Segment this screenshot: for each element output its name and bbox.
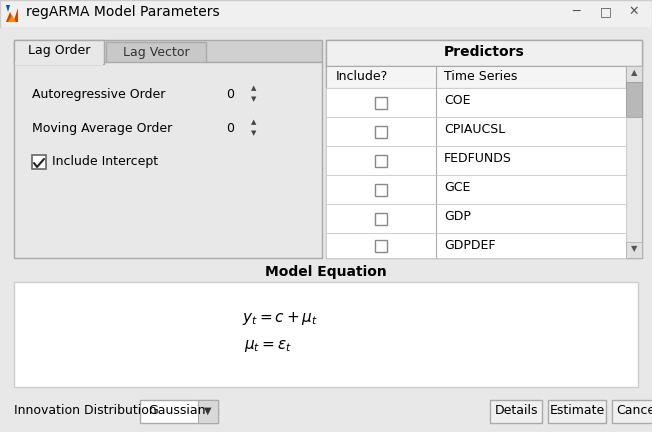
Bar <box>548 400 606 423</box>
Bar <box>326 88 626 117</box>
Text: ─: ─ <box>572 5 580 18</box>
Text: CPIAUCSL: CPIAUCSL <box>444 123 505 136</box>
Bar <box>326 40 642 258</box>
Text: Estimate: Estimate <box>550 404 604 417</box>
Text: Predictors: Predictors <box>443 45 524 59</box>
Bar <box>246 129 262 140</box>
Text: Cancel: Cancel <box>617 404 652 417</box>
Text: GDP: GDP <box>444 210 471 223</box>
Bar <box>626 82 642 117</box>
Bar <box>375 213 387 225</box>
Bar <box>32 155 46 169</box>
Bar <box>626 242 642 258</box>
Bar <box>490 400 542 423</box>
Bar <box>612 400 652 423</box>
Text: COE: COE <box>444 94 471 107</box>
Text: ▼: ▼ <box>251 130 257 136</box>
Text: Model Equation: Model Equation <box>265 265 387 279</box>
Text: Time Series: Time Series <box>444 70 518 83</box>
Text: ▼: ▼ <box>204 406 212 416</box>
Bar <box>326 146 626 175</box>
Bar <box>375 184 387 196</box>
Polygon shape <box>8 15 16 22</box>
Bar <box>246 84 262 95</box>
Text: GCE: GCE <box>444 181 470 194</box>
Bar <box>106 42 206 64</box>
Bar <box>326 40 642 66</box>
Text: □: □ <box>600 5 612 18</box>
Text: 0: 0 <box>226 88 234 101</box>
Text: Include Intercept: Include Intercept <box>52 155 158 168</box>
Text: Lag Order: Lag Order <box>28 44 90 57</box>
Bar <box>326 66 626 88</box>
Bar <box>326 204 626 233</box>
Text: FEDFUNDS: FEDFUNDS <box>444 152 512 165</box>
Bar <box>140 400 218 423</box>
Bar <box>326 175 626 204</box>
Bar <box>375 239 387 251</box>
Text: ✕: ✕ <box>628 5 638 18</box>
Text: $y_t = c + \mu_t$: $y_t = c + \mu_t$ <box>242 310 318 327</box>
Bar <box>626 66 642 258</box>
Text: GDPDEF: GDPDEF <box>444 239 496 252</box>
Bar <box>202 84 246 106</box>
Bar <box>626 66 642 82</box>
Bar <box>326 117 626 146</box>
Text: Moving Average Order: Moving Average Order <box>32 122 172 135</box>
Text: ▲: ▲ <box>630 68 637 77</box>
Text: ▲: ▲ <box>251 119 257 125</box>
Bar <box>375 155 387 166</box>
Polygon shape <box>6 5 10 12</box>
Text: Lag Vector: Lag Vector <box>123 46 189 59</box>
Text: $\mu_t = \varepsilon_t$: $\mu_t = \varepsilon_t$ <box>244 338 292 354</box>
Text: Autoregressive Order: Autoregressive Order <box>32 88 166 101</box>
Text: ▼: ▼ <box>630 244 637 253</box>
Bar <box>246 95 262 106</box>
Bar <box>14 62 322 258</box>
Bar <box>246 118 262 129</box>
Bar <box>14 40 322 62</box>
Bar <box>202 118 246 140</box>
Text: Gaussian: Gaussian <box>148 404 205 417</box>
Bar <box>15 62 103 65</box>
Bar <box>375 126 387 137</box>
Text: ▼: ▼ <box>251 96 257 102</box>
Bar <box>0 0 652 28</box>
Text: regARMA Model Parameters: regARMA Model Parameters <box>26 5 220 19</box>
Text: ▲: ▲ <box>251 85 257 91</box>
Bar <box>326 233 626 258</box>
Bar <box>14 40 104 64</box>
Text: Details: Details <box>494 404 538 417</box>
Bar <box>14 282 638 387</box>
Polygon shape <box>6 8 18 22</box>
Text: Innovation Distribution: Innovation Distribution <box>14 404 156 417</box>
Bar <box>198 400 218 423</box>
Text: Include?: Include? <box>336 70 388 83</box>
Bar <box>375 96 387 108</box>
Text: 0: 0 <box>226 122 234 135</box>
